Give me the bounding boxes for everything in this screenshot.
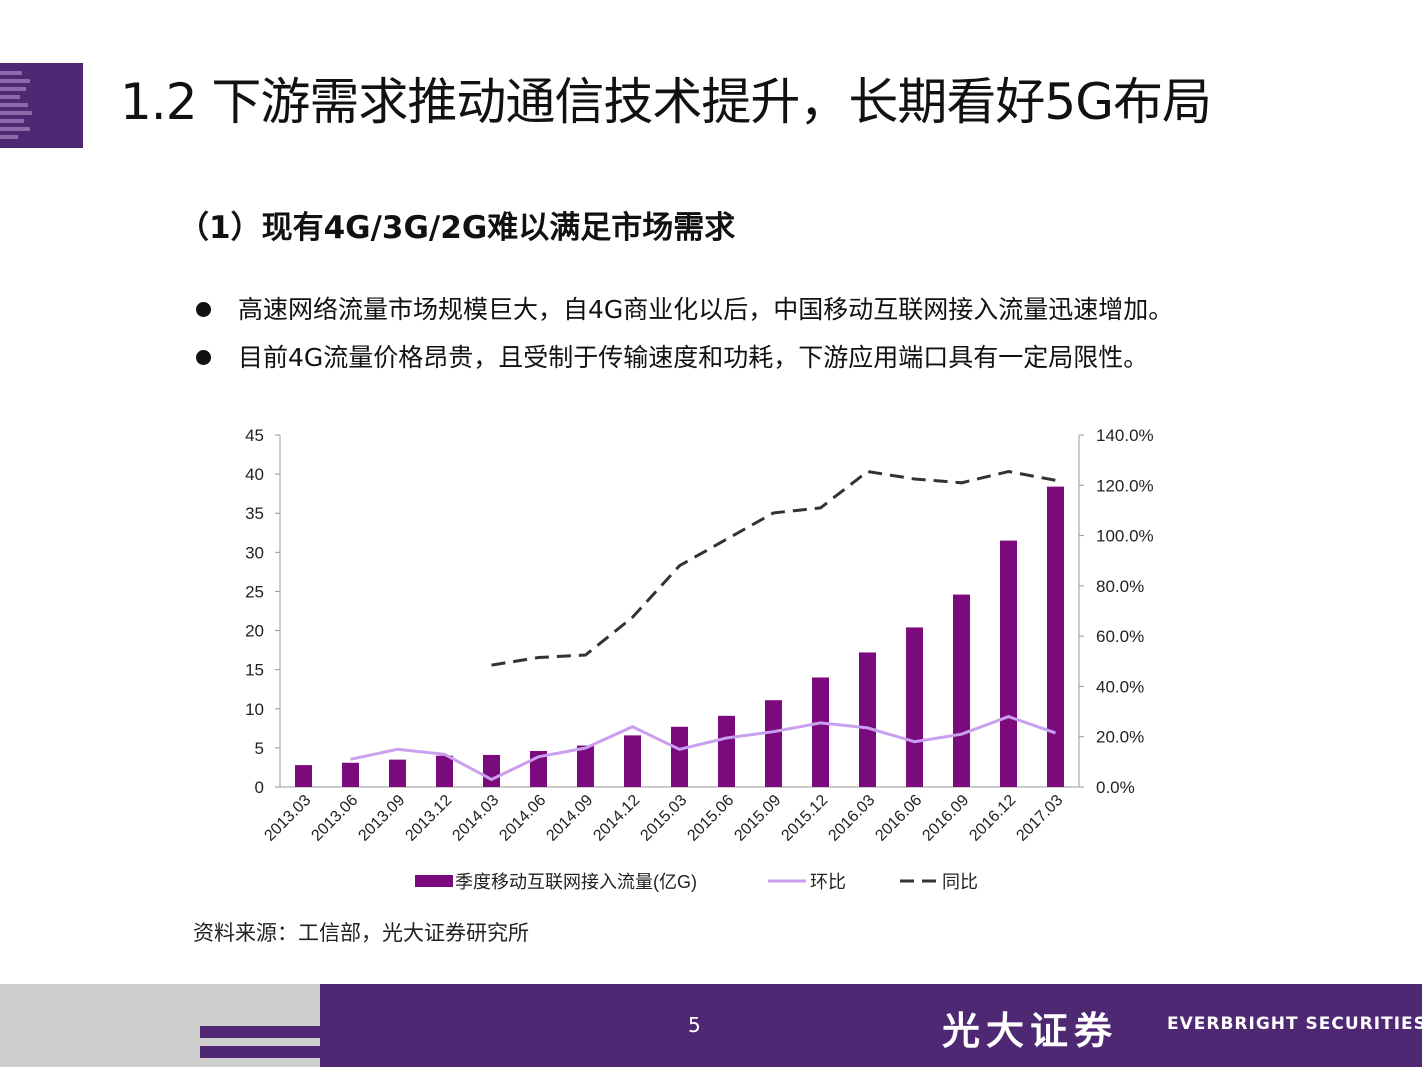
x-tick-label: 2016.12 [966, 792, 1019, 845]
y-right-tick-label: 40.0% [1096, 677, 1144, 696]
slide-title: 1.2 下游需求推动通信技术提升，长期看好5G布局 [120, 73, 1212, 131]
bullet-item: 目前4G流量价格昂贵，且受制于传输速度和功耗，下游应用端口具有一定局限性。 [196, 334, 1173, 382]
y-left-tick-label: 30 [245, 543, 264, 562]
y-left-tick-label: 40 [245, 465, 264, 484]
x-tick-label: 2013.06 [308, 792, 361, 845]
bar-traffic [906, 627, 923, 787]
footer-bar [0, 984, 1422, 1067]
x-tick-label: 2014.09 [543, 792, 596, 845]
y-left-tick-label: 15 [245, 661, 264, 680]
legend-bar-label: 季度移动互联网接入流量(亿G) [455, 872, 697, 892]
y-left-tick-label: 0 [255, 778, 264, 797]
y-right-tick-label: 120.0% [1096, 476, 1154, 495]
bar-traffic [436, 755, 453, 787]
y-right-tick-label: 20.0% [1096, 728, 1144, 747]
brand-logo-en: EVERBRIGHT SECURITIES [1167, 1014, 1422, 1034]
x-tick-label: 2015.09 [731, 792, 784, 845]
y-left-tick-label: 5 [255, 739, 264, 758]
bar-traffic [389, 759, 406, 787]
logo-block [0, 63, 83, 148]
bar-traffic [718, 715, 735, 787]
bar-traffic [483, 754, 500, 787]
bar-traffic [624, 735, 641, 787]
line-huanbi [350, 715, 1056, 782]
bullet-dot-icon [196, 302, 211, 317]
traffic-chart: 0 5 10 15 20 25 30 35 40 45 0.0% 20.0% 40.0% 60.0% 80.… [245, 426, 1154, 892]
bar-traffic [1000, 540, 1017, 787]
x-tick-label: 2013.12 [402, 792, 455, 845]
bar-traffic [953, 594, 970, 787]
x-tick-label: 2017.03 [1013, 792, 1066, 845]
section-subtitle: （1）现有4G/3G/2G难以满足市场需求 [178, 210, 736, 246]
x-tick-label: 2015.06 [684, 792, 737, 845]
x-tick-label: 2015.12 [778, 792, 831, 845]
bullet-dot-icon [196, 350, 211, 365]
bullet-text: 高速网络流量市场规模巨大，自4G商业化以后，中国移动互联网接入流量迅速增加。 [238, 295, 1174, 324]
y-left-tick-label: 25 [245, 582, 264, 601]
x-tick-label: 2016.03 [825, 792, 878, 845]
y-left-tick-label: 45 [245, 426, 264, 445]
y-right-tick-label: 60.0% [1096, 627, 1144, 646]
x-tick-label: 2016.09 [919, 792, 972, 845]
y-right-tick-label: 0.0% [1096, 778, 1135, 797]
x-tick-label: 2013.03 [261, 792, 314, 845]
bar-traffic [295, 765, 312, 787]
bullet-list: 高速网络流量市场规模巨大，自4G商业化以后，中国移动互联网接入流量迅速增加。 目… [196, 286, 1173, 382]
legend-tongbi-label: 同比 [942, 872, 978, 892]
y-left-tick-label: 35 [245, 504, 264, 523]
line-tongbi [491, 469, 1056, 667]
bullet-text: 目前4G流量价格昂贵，且受制于传输速度和功耗，下游应用端口具有一定局限性。 [238, 343, 1149, 372]
brand-logo-cn: 光大证券 [942, 1008, 1119, 1053]
bar-traffic [859, 652, 876, 787]
y-right-tick-label: 100.0% [1096, 527, 1154, 546]
bar-traffic [812, 677, 829, 787]
legend-bar-swatch [415, 875, 453, 887]
x-tick-label: 2016.06 [872, 792, 925, 845]
page-number: 5 [688, 1013, 701, 1037]
bullet-item: 高速网络流量市场规模巨大，自4G商业化以后，中国移动互联网接入流量迅速增加。 [196, 286, 1173, 334]
y-left-tick-label: 20 [245, 622, 264, 641]
bar-traffic [1047, 486, 1064, 787]
x-tick-label: 2015.03 [637, 792, 690, 845]
bar-traffic [671, 726, 688, 787]
bar-traffic [765, 700, 782, 787]
x-tick-label: 2014.12 [590, 792, 643, 845]
y-left-tick-label: 10 [245, 700, 264, 719]
source-note: 资料来源：工信部，光大证券研究所 [193, 921, 529, 945]
legend-huanbi-label: 环比 [810, 872, 846, 892]
x-tick-label: 2014.06 [496, 792, 549, 845]
bar-traffic [342, 762, 359, 787]
y-right-tick-label: 80.0% [1096, 577, 1144, 596]
y-right-tick-label: 140.0% [1096, 426, 1154, 445]
x-tick-label: 2014.03 [449, 792, 502, 845]
bar-traffic [577, 745, 594, 787]
x-tick-label: 2013.09 [355, 792, 408, 845]
